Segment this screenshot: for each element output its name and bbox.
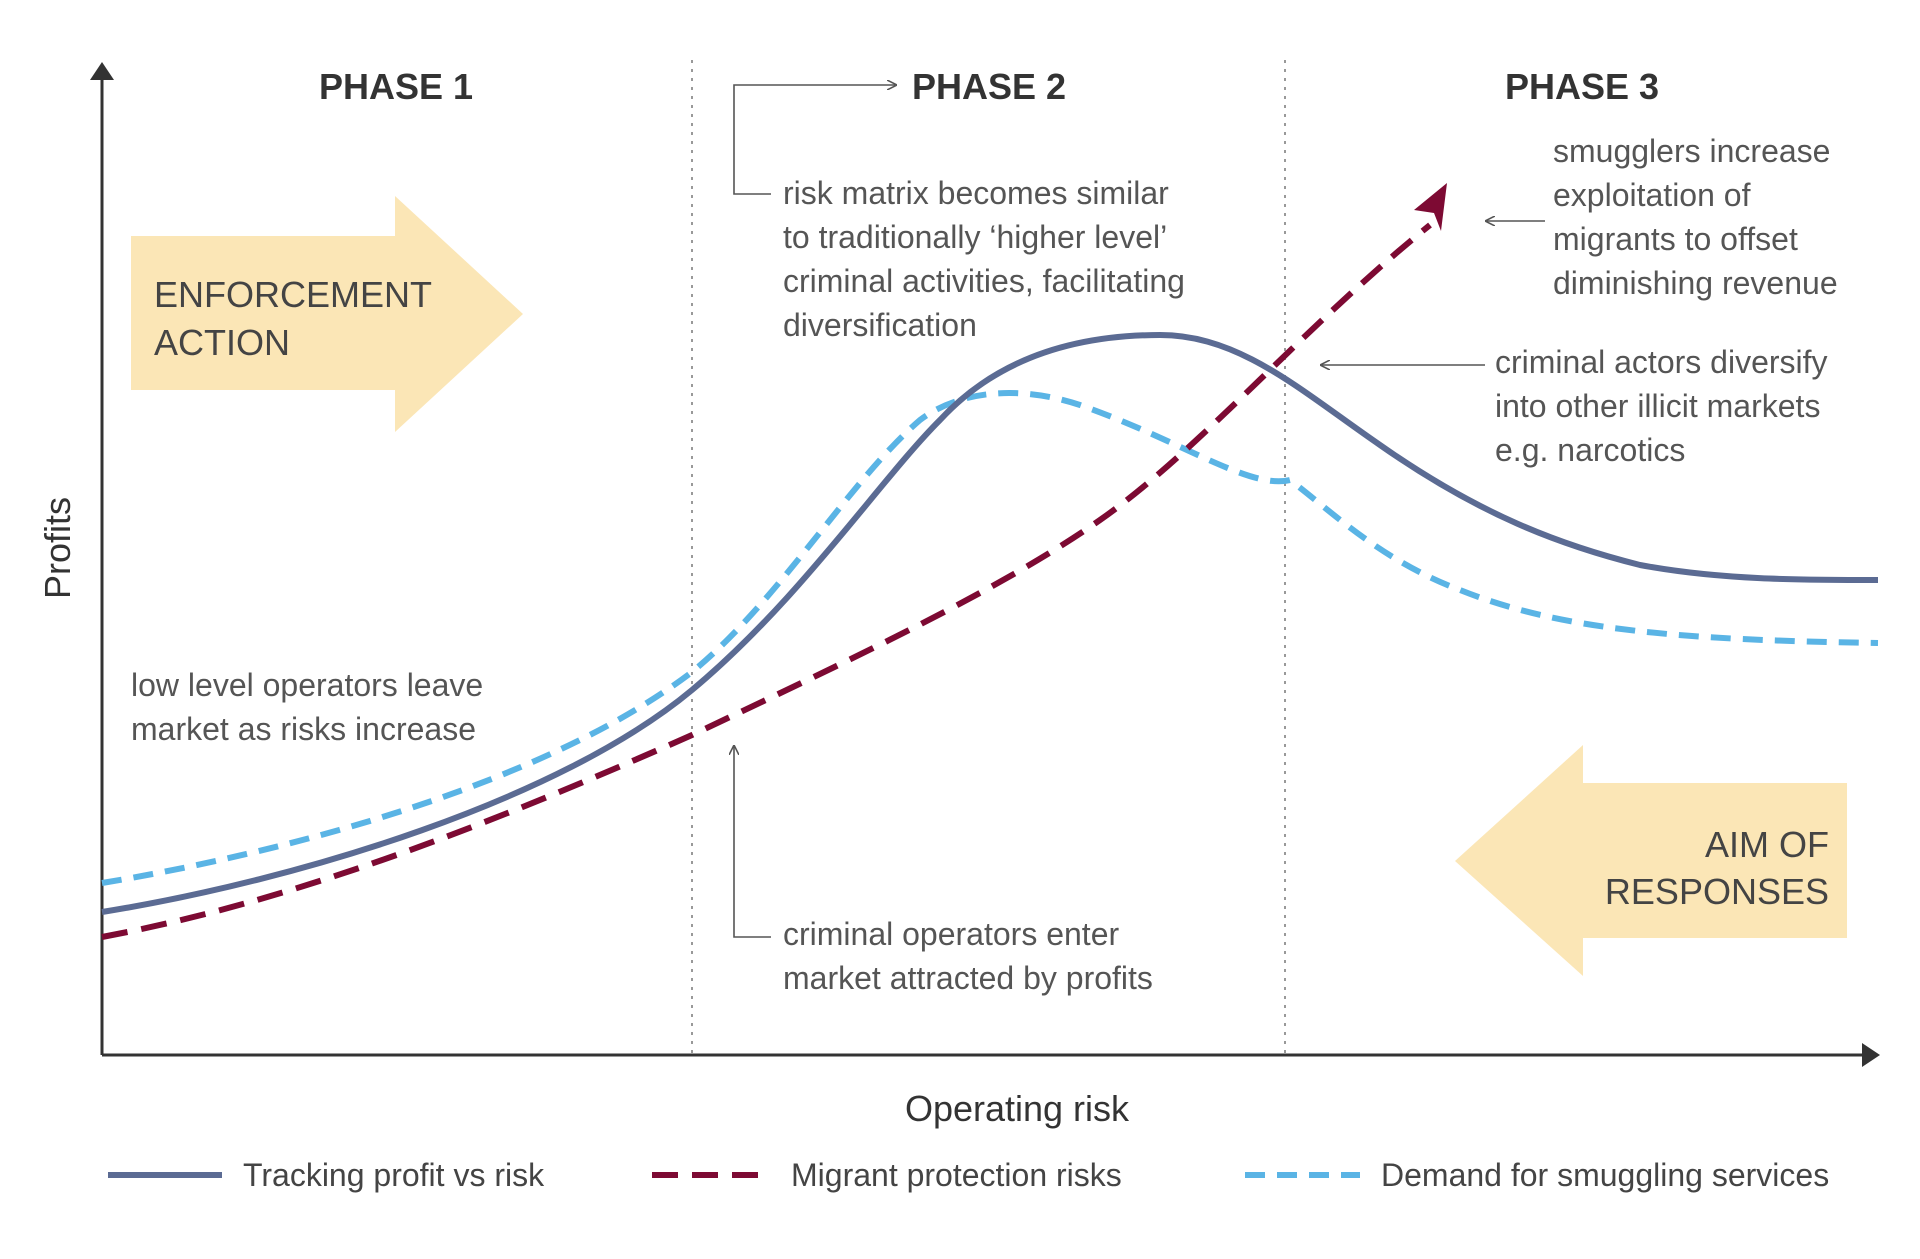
demand-curve bbox=[101, 390, 1879, 886]
smugglers-line-2: exploitation of bbox=[1553, 177, 1751, 213]
enforcement-action-arrow bbox=[131, 196, 523, 432]
y-axis-arrowhead bbox=[90, 62, 114, 80]
diversify-line-1: criminal actors diversify bbox=[1495, 344, 1828, 380]
enforcement-line-2: ACTION bbox=[154, 322, 290, 363]
low-level-line-1: low level operators leave bbox=[131, 667, 483, 703]
phase-2-pointer bbox=[733, 85, 895, 195]
diversify-line-2: into other illicit markets bbox=[1495, 388, 1820, 424]
migrant-protection-arrowhead bbox=[1414, 183, 1447, 231]
x-axis-title: Operating risk bbox=[905, 1088, 1130, 1129]
diversify-line-3: e.g. narcotics bbox=[1495, 432, 1685, 468]
risk-matrix-line-2: to traditionally ‘higher level’ bbox=[783, 219, 1167, 255]
enter-line-1: criminal operators enter bbox=[783, 916, 1119, 952]
enter-pointer bbox=[734, 747, 771, 938]
aim-of-responses-arrow bbox=[1455, 745, 1847, 976]
risk-matrix-line-1: risk matrix becomes similar bbox=[783, 175, 1169, 211]
enter-line-2: market attracted by profits bbox=[783, 960, 1153, 996]
y-axis-title: Profits bbox=[37, 497, 78, 599]
risk-matrix-line-4: diversification bbox=[783, 307, 977, 343]
legend-label-demand: Demand for smuggling services bbox=[1381, 1157, 1829, 1193]
legend-label-tracking: Tracking profit vs risk bbox=[243, 1157, 545, 1193]
legend-label-migrant: Migrant protection risks bbox=[791, 1157, 1122, 1193]
enforcement-line-1: ENFORCEMENT bbox=[154, 274, 432, 315]
tracking-profit-curve bbox=[101, 331, 1879, 915]
phase-3-label: PHASE 3 bbox=[1505, 66, 1659, 107]
aim-line-1: AIM OF bbox=[1705, 824, 1829, 865]
phase-1-label: PHASE 1 bbox=[319, 66, 473, 107]
aim-of-responses-arrow-body bbox=[1583, 783, 1847, 938]
phase-2-label: PHASE 2 bbox=[912, 66, 1066, 107]
risk-matrix-line-3: criminal activities, facilitating bbox=[783, 263, 1185, 299]
smugglers-line-3: migrants to offset bbox=[1553, 221, 1798, 257]
legend: Tracking profit vs risk Migrant protecti… bbox=[108, 1157, 1829, 1193]
smugglers-line-1: smugglers increase bbox=[1553, 133, 1830, 169]
low-level-line-2: market as risks increase bbox=[131, 711, 476, 747]
smugglers-line-4: diminishing revenue bbox=[1553, 265, 1838, 301]
x-axis-arrowhead bbox=[1862, 1043, 1880, 1067]
aim-line-2: RESPONSES bbox=[1605, 871, 1829, 912]
